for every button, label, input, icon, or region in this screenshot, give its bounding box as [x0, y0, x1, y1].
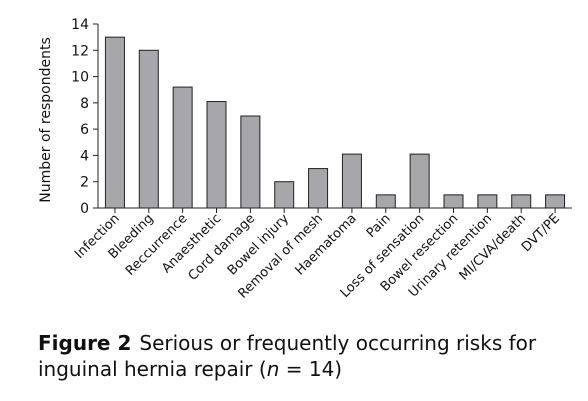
- y-axis: 0 2 4 6 8 10 12 14: [71, 17, 99, 217]
- y-tick-label: 10: [71, 70, 89, 86]
- bar: [240, 115, 261, 209]
- bar: [511, 194, 532, 209]
- bars: [104, 36, 566, 209]
- bar: [545, 194, 566, 209]
- figure-label: Figure 2: [38, 331, 132, 355]
- y-tick-label: 0: [80, 201, 89, 217]
- bar: [206, 101, 227, 209]
- bar: [104, 36, 125, 209]
- caption-n-value: = 14): [279, 357, 343, 381]
- bar-chart: 0 2 4 6 8 10 12 14 InfectionBleedingReccurrence…: [38, 17, 572, 302]
- y-tick-label: 12: [71, 43, 89, 59]
- y-tick-label: 6: [80, 122, 89, 138]
- bar: [477, 194, 498, 209]
- figure-caption: Figure 2 Serious or frequently occurring …: [38, 330, 578, 382]
- y-tick-label: 8: [80, 96, 89, 112]
- bar: [409, 153, 430, 209]
- y-axis-label: Number of respondents: [38, 37, 54, 202]
- bar: [308, 168, 329, 209]
- x-axis: InfectionBleedingReccurrenceAnaestheticC…: [72, 207, 572, 302]
- bar: [274, 181, 295, 209]
- y-tick-label: 4: [80, 148, 89, 164]
- bar: [341, 153, 362, 209]
- y-tick-label: 2: [80, 175, 89, 191]
- bar: [375, 194, 396, 209]
- y-tick-label: 14: [71, 17, 89, 33]
- caption-text: Serious or frequently occurring risks fo…: [38, 331, 537, 381]
- bar: [443, 194, 464, 209]
- bar: [172, 86, 193, 209]
- x-tick-label: Pain: [364, 211, 394, 241]
- caption-n-variable: n: [266, 357, 280, 381]
- x-tick-label: DVT/PE: [519, 211, 563, 255]
- bar: [138, 49, 159, 209]
